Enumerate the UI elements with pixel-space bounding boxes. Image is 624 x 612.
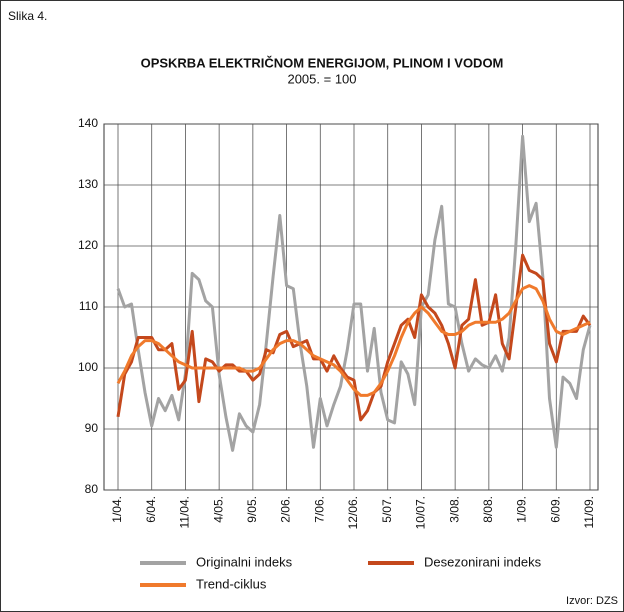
y-tick-label: 90: [85, 421, 99, 435]
legend-label: Desezonirani indeks: [424, 554, 542, 569]
x-tick-label: 11/04.: [178, 496, 192, 528]
x-tick-label: 6/09.: [548, 496, 562, 523]
x-tick-label: 4/05.: [211, 496, 225, 523]
source: Izvor: DZS: [566, 595, 618, 607]
legend-label: Trend-ciklus: [196, 576, 267, 591]
figure-label: Slika 4.: [8, 9, 47, 23]
x-tick-label: 9/05.: [245, 496, 259, 523]
x-tick-label: 3/08.: [447, 496, 461, 523]
y-tick-label: 100: [78, 360, 98, 374]
series-line: [116, 284, 591, 397]
legend-label: Originalni indeks: [196, 554, 293, 569]
x-tick-label: 1/09.: [515, 496, 529, 523]
y-tick-label: 110: [79, 299, 98, 313]
x-tick-label: 11/09.: [582, 496, 596, 528]
x-tick-label: 1/04.: [110, 496, 124, 523]
y-tick-label: 130: [78, 177, 98, 191]
y-tick-label: 120: [78, 238, 98, 252]
x-tick-label: 6/04.: [144, 496, 158, 523]
x-tick-label: 7/06.: [312, 496, 326, 523]
y-tick-label: 80: [85, 482, 99, 496]
series-line: [116, 253, 592, 422]
x-tick-label: 2/06.: [279, 496, 293, 523]
y-tick-label: 140: [78, 116, 98, 130]
chart-title: OPSKRBA ELEKTRIČNOM ENERGIJOM, PLINOM I …: [141, 55, 504, 70]
x-tick-label: 8/08.: [481, 496, 495, 523]
chart-subtitle: 2005. = 100: [287, 71, 356, 86]
x-tick-label: 10/07.: [414, 496, 428, 529]
x-tick-label: 5/07.: [380, 496, 394, 523]
x-tick-label: 12/06.: [346, 496, 360, 529]
